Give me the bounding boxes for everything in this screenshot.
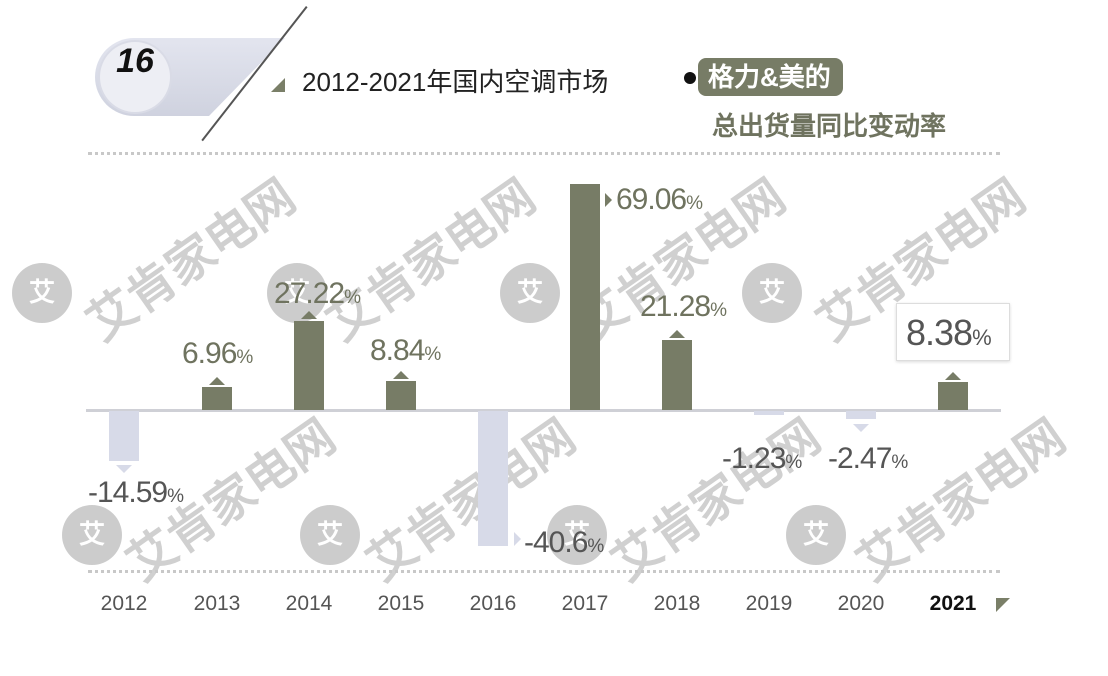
watermark-text: 艾肯家电网 <box>846 408 1076 593</box>
corner-triangle-icon <box>996 598 1010 612</box>
x-tick-2020: 2020 <box>837 592 885 615</box>
x-tick-2021: 2021 <box>929 592 977 615</box>
bar-2014 <box>294 321 324 410</box>
watermark-text: 艾肯家电网 <box>356 408 586 593</box>
brand-highlight: 格力&美的 <box>698 58 843 96</box>
up-marker-icon <box>669 330 685 338</box>
up-marker-icon <box>393 371 409 379</box>
x-tick-2015: 2015 <box>377 592 425 615</box>
zero-baseline <box>86 409 1001 412</box>
x-tick-2018: 2018 <box>653 592 701 615</box>
up-marker-icon <box>301 311 317 319</box>
watermark-logo-icon: 艾 <box>500 263 560 323</box>
watermark-text: 艾肯家电网 <box>316 168 546 353</box>
watermark-text: 艾肯家电网 <box>76 168 306 353</box>
value-label-2019: -1.23% <box>722 442 803 475</box>
badge-number: 16 <box>116 42 154 80</box>
x-tick-2016: 2016 <box>469 592 517 615</box>
watermark-logo-icon: 艾 <box>62 505 122 565</box>
x-tick-2012: 2012 <box>100 592 148 615</box>
value-label-2015: 8.84% <box>370 334 442 367</box>
x-tick-2013: 2013 <box>193 592 241 615</box>
bar-2015 <box>386 381 416 410</box>
bar-2013 <box>202 387 232 410</box>
bullet-dot-icon <box>684 72 696 84</box>
watermark-text: 艾肯家电网 <box>601 408 831 593</box>
bar-2021 <box>938 382 968 410</box>
chart-number-badge: 16 <box>95 38 285 116</box>
badge-circle <box>100 42 170 112</box>
watermark-logo-icon: 艾 <box>786 505 846 565</box>
value-label-2017: 69.06% <box>616 183 703 216</box>
value-label-2012: -14.59% <box>88 476 184 509</box>
value-label-2016: -40.6% <box>524 526 605 559</box>
x-tick-2014: 2014 <box>285 592 333 615</box>
x-tick-2017: 2017 <box>561 592 609 615</box>
bar-2018 <box>662 340 692 410</box>
chart-subtitle: 总出货量同比变动率 <box>712 111 947 141</box>
right-marker-icon <box>514 532 521 546</box>
watermark-logo-icon: 艾 <box>742 263 802 323</box>
value-label-2021: 8.38% <box>906 312 992 353</box>
right-marker-icon <box>605 193 612 207</box>
bar-2012 <box>109 411 139 461</box>
chart-title: 2012-2021年国内空调市场 <box>302 67 609 97</box>
up-marker-icon <box>945 372 961 380</box>
top-dotted-divider <box>88 152 1000 155</box>
badge-corner-triangle-icon <box>271 78 285 92</box>
bar-2017 <box>570 184 600 410</box>
value-label-2020: -2.47% <box>828 442 909 475</box>
bottom-dotted-divider <box>88 570 1000 573</box>
bar-2020 <box>846 411 876 419</box>
value-label-2013: 6.96% <box>182 337 254 370</box>
value-label-2014: 27.22% <box>274 277 361 310</box>
up-marker-icon <box>209 377 225 385</box>
highlight-value-box <box>896 303 1010 361</box>
watermark-logo-icon: 艾 <box>12 263 72 323</box>
bar-2019 <box>754 411 784 415</box>
x-tick-2019: 2019 <box>745 592 793 615</box>
down-marker-icon <box>116 465 132 473</box>
watermark-logo-icon: 艾 <box>300 505 360 565</box>
value-label-2018: 21.28% <box>640 290 727 323</box>
down-marker-icon <box>853 424 869 432</box>
bar-2016 <box>478 411 508 546</box>
